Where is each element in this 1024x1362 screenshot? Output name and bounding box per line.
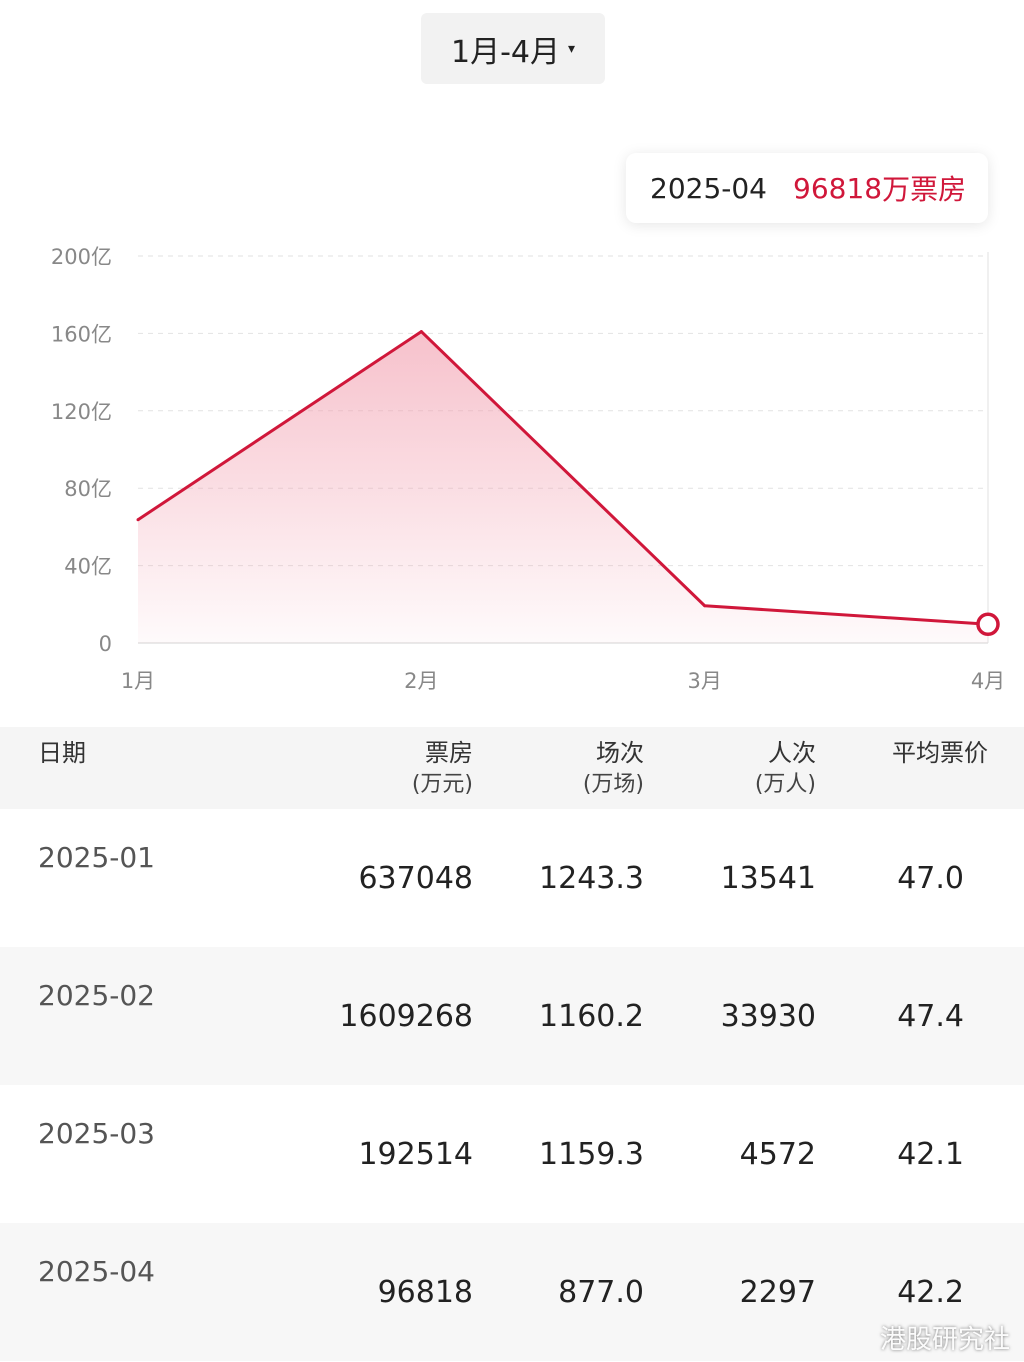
header-box-office: 票房 (万元) [411, 739, 473, 797]
y-tick-label: 200亿 [51, 245, 112, 269]
tooltip-date: 2025-04 [650, 171, 767, 205]
row-avg-price: 47.4 [897, 999, 964, 1034]
box-office-table: 日期 票房 (万元) 场次 (万场) 人次 (万人) 平均票价 2025-01 … [0, 727, 1024, 1361]
row-screenings: 1160.2 [539, 999, 644, 1034]
table-header: 日期 票房 (万元) 场次 (万场) 人次 (万人) 平均票价 [0, 727, 1024, 809]
tooltip-value: 96818 [793, 171, 883, 205]
row-date: 2025-01 [38, 841, 155, 874]
row-box-office: 96818 [377, 1275, 473, 1310]
x-tick-label: 1月 [121, 669, 155, 693]
chevron-down-icon: ▾ [567, 40, 576, 57]
series-line [137, 330, 989, 626]
table-row: 2025-01 637048 1243.3 13541 47.0 [0, 809, 1024, 947]
row-avg-price: 42.2 [897, 1275, 964, 1310]
table-row: 2025-04 96818 877.0 2297 42.2 [0, 1223, 1024, 1361]
header-date: 日期 [38, 739, 86, 767]
highlighted-point [976, 612, 1000, 637]
y-tick-label: 80亿 [64, 477, 112, 501]
row-avg-price: 42.1 [897, 1137, 964, 1172]
row-box-office: 192514 [358, 1137, 473, 1172]
chart-tooltip: 2025-04 96818 万票房 [626, 153, 988, 223]
date-range-label: 1月-4月 [450, 34, 560, 70]
row-admissions: 4572 [739, 1137, 816, 1172]
data-point [703, 604, 707, 608]
table-row: 2025-03 192514 1159.3 4572 42.1 [0, 1085, 1024, 1223]
row-avg-price: 47.0 [897, 861, 964, 896]
x-tick-label: 4月 [971, 669, 1005, 693]
series-area [138, 331, 988, 643]
y-tick-label: 40亿 [64, 555, 112, 579]
y-tick-label: 160亿 [51, 322, 112, 346]
data-point [136, 518, 140, 522]
date-range-dropdown[interactable]: 1月-4月 ▾ [421, 13, 605, 84]
row-admissions: 2297 [739, 1275, 816, 1310]
row-admissions: 33930 [720, 999, 816, 1034]
box-office-chart: 0 40亿 80亿 120亿 160亿 200亿 1月 2月 3月 4月 [51, 245, 1005, 693]
watermark: 港股研究社 [879, 1325, 1010, 1355]
row-screenings: 877.0 [558, 1275, 644, 1310]
row-screenings: 1159.3 [539, 1137, 644, 1172]
header-avg-price: 平均票价 [892, 739, 988, 767]
x-tick-label: 2月 [404, 669, 438, 693]
row-screenings: 1243.3 [539, 861, 644, 896]
header-screenings: 场次 (万场) [582, 739, 644, 797]
y-tick-label: 120亿 [51, 400, 112, 424]
row-admissions: 13541 [720, 861, 816, 896]
x-tick-label: 3月 [687, 669, 721, 693]
tooltip-unit: 万票房 [882, 173, 967, 206]
row-box-office: 1609268 [339, 999, 473, 1034]
row-date: 2025-04 [38, 1255, 155, 1288]
row-date: 2025-02 [38, 979, 155, 1012]
row-date: 2025-03 [38, 1117, 155, 1150]
header-admissions: 人次 (万人) [754, 739, 816, 797]
data-point [419, 330, 423, 334]
row-box-office: 637048 [358, 861, 473, 896]
table-row: 2025-02 1609268 1160.2 33930 47.4 [0, 947, 1024, 1085]
y-tick-label: 0 [99, 632, 112, 656]
